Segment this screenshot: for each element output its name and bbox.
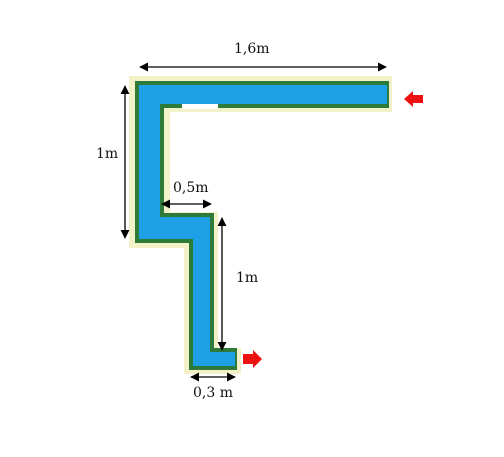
pipe-water-channel xyxy=(139,85,387,366)
arrow-left-icon xyxy=(404,91,423,107)
label-left-height: 1m xyxy=(96,146,119,162)
arrow-right-icon xyxy=(243,350,262,368)
label-step-width: 0,5m xyxy=(173,180,209,196)
label-lower-height: 1m xyxy=(236,270,259,286)
label-top-width: 1,6m xyxy=(234,41,270,57)
label-bottom-width: 0,3 m xyxy=(193,385,233,401)
pipe-gap-mark xyxy=(182,104,218,109)
